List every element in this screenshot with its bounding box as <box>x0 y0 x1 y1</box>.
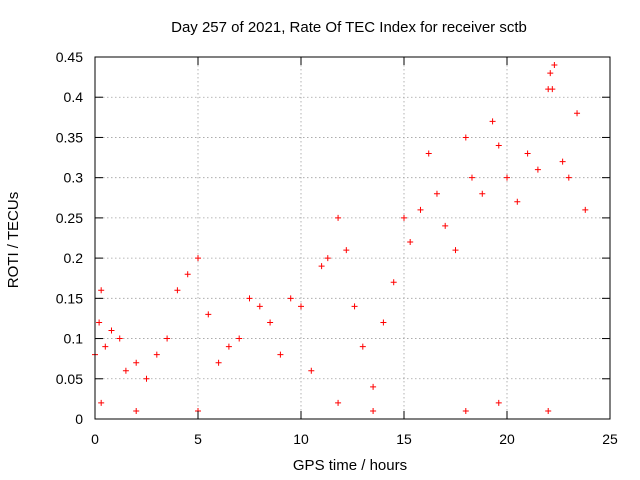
data-point <box>143 375 150 382</box>
data-point <box>195 255 201 262</box>
data-point <box>442 222 449 229</box>
data-point <box>380 319 387 326</box>
data-point <box>351 303 358 310</box>
x-tick-label: 0 <box>91 431 99 447</box>
y-tick-label: 0.45 <box>56 49 83 65</box>
data-point <box>246 295 253 302</box>
data-point <box>287 295 294 302</box>
y-tick-label: 0.35 <box>56 129 83 145</box>
data-point <box>184 271 191 278</box>
x-tick-label: 20 <box>499 431 515 447</box>
data-point <box>343 247 350 254</box>
y-tick-label: 0.2 <box>64 250 84 266</box>
data-point <box>425 150 432 157</box>
data-point <box>308 367 315 374</box>
data-point <box>504 174 510 181</box>
data-point <box>534 166 541 173</box>
data-point <box>417 206 424 213</box>
grid-lines <box>95 57 610 419</box>
data-points <box>92 62 589 414</box>
data-point <box>174 287 181 294</box>
data-point <box>462 407 469 414</box>
axis-tick-labels: 0 0.05 0.1 0.15 0.2 0.25 0.3 0.35 0.4 0.45 0 5 10 15 2… <box>56 49 618 447</box>
y-axis-label: ROTI / TECUs <box>5 192 22 288</box>
data-point <box>108 327 115 334</box>
data-point <box>407 239 414 246</box>
data-point <box>256 303 263 310</box>
data-point <box>277 351 284 358</box>
data-point <box>370 383 377 390</box>
y-tick-label: 0.05 <box>56 371 83 387</box>
data-point <box>559 158 566 165</box>
data-point <box>335 214 342 221</box>
data-point <box>565 174 572 181</box>
data-point <box>215 359 222 366</box>
data-point <box>164 335 171 342</box>
y-tick-label: 0.3 <box>64 170 84 186</box>
data-point <box>133 359 140 366</box>
y-tick-label: 0.4 <box>64 89 84 105</box>
data-point <box>236 335 243 342</box>
data-point <box>433 190 440 197</box>
data-point <box>205 311 212 318</box>
data-point <box>582 206 589 213</box>
data-point <box>324 255 331 262</box>
data-point <box>574 110 581 117</box>
y-tick-label: 0.15 <box>56 290 83 306</box>
data-point <box>98 399 105 406</box>
data-point <box>225 343 232 350</box>
data-point <box>547 70 554 77</box>
y-tick-label: 0.25 <box>56 210 83 226</box>
chart-title: Day 257 of 2021, Rate Of TEC Index for r… <box>171 19 527 36</box>
data-point <box>495 399 502 406</box>
data-point <box>495 142 502 149</box>
data-point <box>153 351 160 358</box>
data-point <box>462 134 469 141</box>
data-point <box>133 407 140 414</box>
data-point <box>551 62 558 69</box>
y-tick-label: 0.1 <box>64 331 84 347</box>
data-point <box>267 319 274 326</box>
data-point <box>96 319 103 326</box>
data-point <box>524 150 531 157</box>
plot-frame <box>94 56 611 420</box>
data-point <box>549 86 556 93</box>
data-point <box>98 287 105 294</box>
data-point <box>452 247 459 254</box>
data-point <box>298 303 304 310</box>
data-point <box>390 279 397 286</box>
data-point <box>401 214 407 221</box>
data-point <box>370 407 377 414</box>
data-point <box>102 343 109 350</box>
x-tick-label: 25 <box>602 431 618 447</box>
y-tick-label: 0 <box>75 411 83 427</box>
axis-ticks <box>94 56 611 420</box>
x-tick-label: 15 <box>396 431 412 447</box>
data-point <box>479 190 486 197</box>
x-tick-label: 10 <box>293 431 309 447</box>
data-point <box>468 174 475 181</box>
data-point <box>318 263 325 270</box>
data-point <box>545 407 552 414</box>
data-point <box>359 343 366 350</box>
x-axis-label: GPS time / hours <box>293 457 407 474</box>
data-point <box>489 118 496 125</box>
x-tick-label: 5 <box>194 431 202 447</box>
data-point <box>122 367 129 374</box>
data-point <box>335 399 342 406</box>
data-point <box>116 335 123 342</box>
data-point <box>514 198 521 205</box>
